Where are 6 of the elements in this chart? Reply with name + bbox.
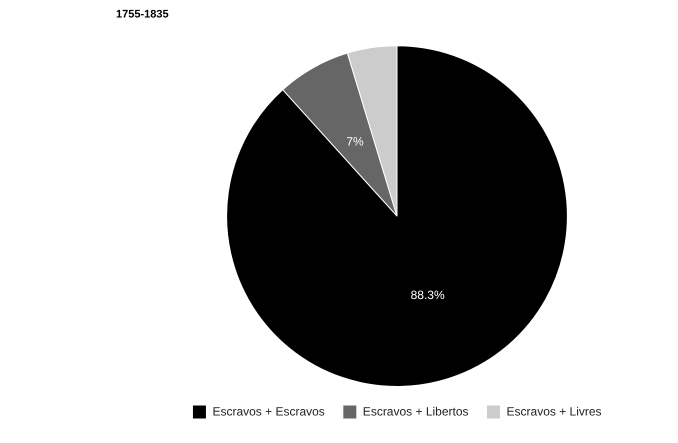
legend-label: Escravos + Libertos	[362, 404, 469, 418]
chart-title: 1755-1835	[116, 8, 169, 21]
data-label: 7%	[346, 134, 364, 148]
legend-label: Escravos + Livres	[506, 404, 602, 418]
data-label: 88.3%	[410, 288, 445, 302]
legend-label: Escravos + Escravos	[212, 404, 325, 418]
